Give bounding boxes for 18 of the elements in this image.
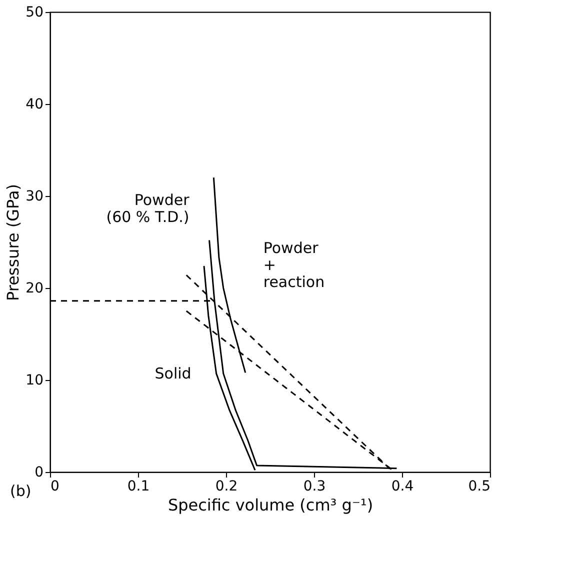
y-tick-label: 20	[26, 280, 44, 296]
x-tick-label: 0.1	[127, 478, 150, 494]
y-tick-label: 50	[26, 4, 44, 20]
y-tick-label: 10	[26, 372, 44, 388]
x-tick-label: 0.3	[303, 478, 326, 494]
x-axis-title: Specific volume (cm³ g⁻¹)	[168, 496, 374, 514]
annotation: Powder + reaction	[263, 239, 325, 291]
x-tick-label: 0.2	[215, 478, 238, 494]
text: (b)	[10, 482, 32, 500]
y-tick-label: 40	[26, 96, 44, 112]
y-tick-label: 0	[34, 464, 44, 480]
x-tick-label: 0.5	[468, 478, 490, 494]
annotation: Powder (60 % T.D.)	[106, 191, 190, 226]
x-tick-label: 0.4	[391, 478, 414, 494]
x-tick-label: 0	[50, 478, 60, 494]
y-tick-label: 30	[26, 188, 44, 204]
annotation: Solid	[154, 364, 192, 383]
y-axis-title: Pressure (GPa)	[4, 184, 23, 302]
